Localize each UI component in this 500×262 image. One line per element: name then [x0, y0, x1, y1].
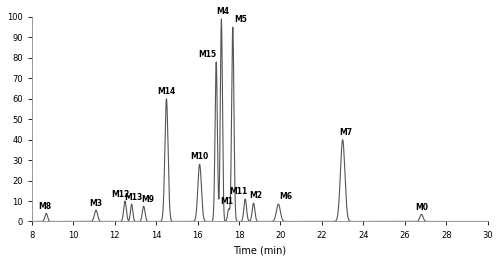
Text: M10: M10 [190, 152, 208, 161]
Text: M5: M5 [234, 15, 247, 24]
Text: M14: M14 [158, 87, 176, 96]
Text: M7: M7 [339, 128, 352, 137]
Text: M9: M9 [141, 195, 154, 204]
Text: M1: M1 [220, 197, 234, 206]
Text: M0: M0 [415, 203, 428, 212]
Text: M15: M15 [198, 50, 216, 59]
Text: M3: M3 [90, 199, 102, 208]
Text: M4: M4 [216, 7, 229, 16]
Text: M11: M11 [230, 187, 248, 196]
Text: M12: M12 [112, 190, 130, 199]
Text: M13: M13 [124, 193, 142, 202]
Text: M8: M8 [38, 202, 52, 211]
Text: M6: M6 [279, 192, 292, 201]
X-axis label: Time (min): Time (min) [233, 245, 286, 255]
Text: M2: M2 [250, 191, 262, 200]
